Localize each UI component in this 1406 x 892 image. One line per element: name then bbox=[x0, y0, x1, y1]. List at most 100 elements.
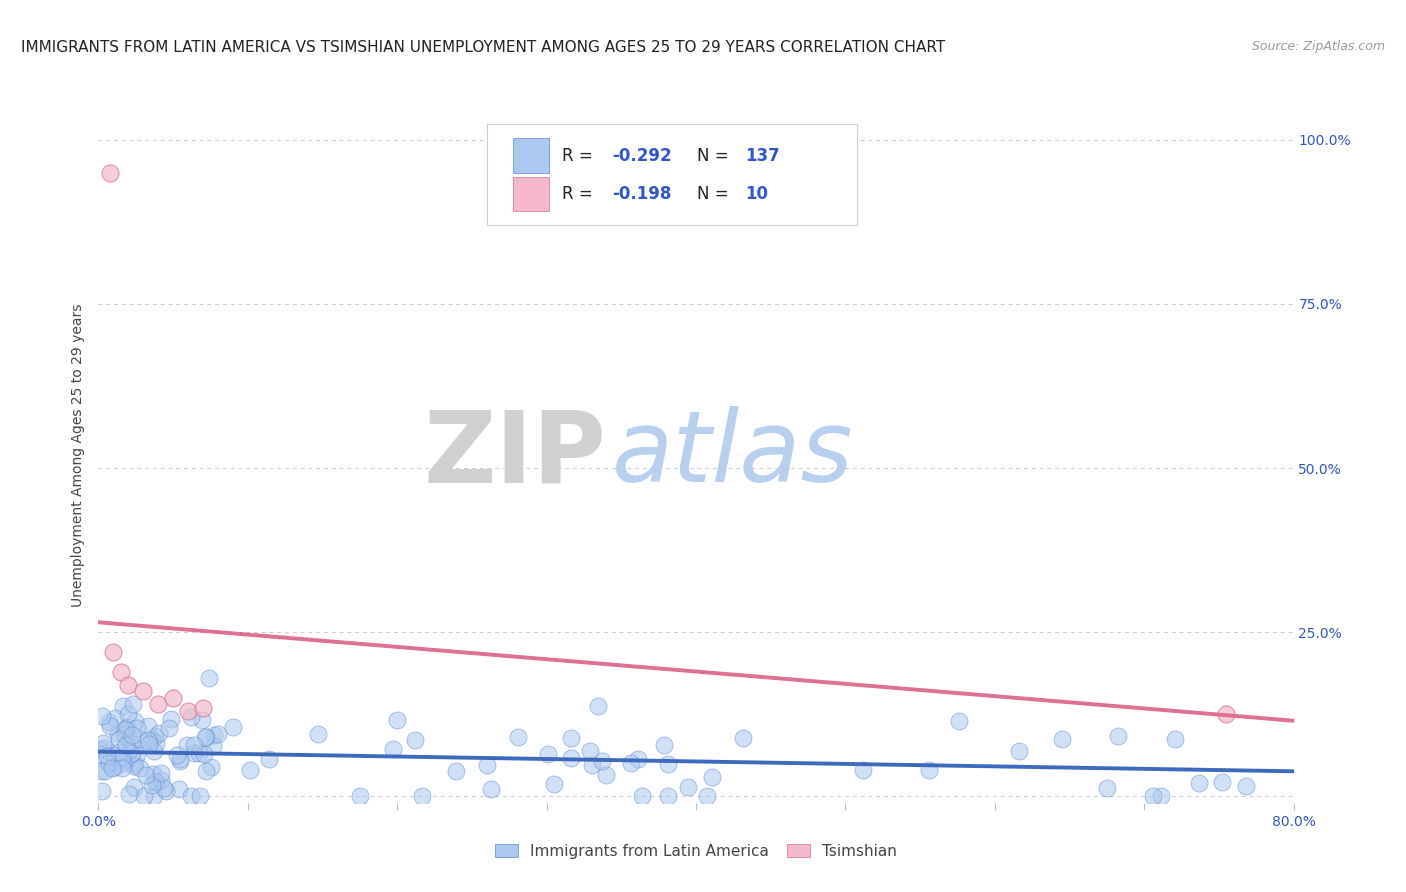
Point bbox=[543, 777, 565, 791]
Point bbox=[125, 747, 148, 761]
Point bbox=[1142, 789, 1164, 803]
Point bbox=[111, 756, 134, 771]
Point bbox=[94, 740, 117, 755]
Point bbox=[595, 768, 617, 782]
Point bbox=[581, 758, 603, 772]
Point bbox=[115, 739, 138, 753]
Point bbox=[183, 738, 205, 752]
Point bbox=[132, 789, 155, 803]
Point bbox=[142, 789, 165, 803]
Point bbox=[136, 719, 159, 733]
Point bbox=[98, 756, 121, 770]
Text: 10: 10 bbox=[745, 185, 768, 203]
Point bbox=[1187, 776, 1209, 790]
Point bbox=[122, 697, 145, 711]
Point bbox=[180, 789, 202, 803]
Point bbox=[114, 753, 136, 767]
Point bbox=[121, 733, 143, 747]
Point bbox=[104, 760, 127, 774]
Point bbox=[145, 736, 167, 750]
Point bbox=[118, 787, 141, 801]
FancyBboxPatch shape bbox=[513, 138, 548, 173]
FancyBboxPatch shape bbox=[513, 177, 548, 211]
Point bbox=[201, 739, 224, 753]
Point bbox=[167, 781, 190, 796]
Point bbox=[852, 763, 875, 777]
Point bbox=[124, 756, 146, 771]
Point bbox=[155, 783, 177, 797]
Text: N =: N = bbox=[697, 185, 734, 203]
Point bbox=[124, 714, 146, 729]
Point bbox=[128, 761, 150, 775]
Point bbox=[259, 752, 281, 766]
Point bbox=[207, 727, 229, 741]
Point bbox=[122, 780, 145, 795]
Point bbox=[200, 759, 222, 773]
Point bbox=[560, 750, 582, 764]
Point bbox=[404, 733, 426, 747]
Point bbox=[90, 764, 112, 778]
Text: atlas: atlas bbox=[613, 407, 853, 503]
Point bbox=[111, 749, 134, 764]
Point bbox=[1008, 744, 1031, 758]
Text: Source: ZipAtlas.com: Source: ZipAtlas.com bbox=[1251, 40, 1385, 54]
Point bbox=[149, 765, 172, 780]
Text: R =: R = bbox=[562, 147, 598, 165]
Point bbox=[506, 730, 529, 744]
Y-axis label: Unemployment Among Ages 25 to 29 years: Unemployment Among Ages 25 to 29 years bbox=[72, 303, 86, 607]
Point bbox=[1234, 779, 1257, 793]
Point bbox=[142, 766, 165, 780]
Point bbox=[1164, 732, 1187, 747]
Point bbox=[96, 748, 118, 763]
Point bbox=[188, 746, 211, 760]
Point bbox=[176, 738, 198, 752]
Point bbox=[124, 759, 146, 773]
Point bbox=[222, 720, 245, 734]
Point bbox=[136, 733, 159, 747]
Point bbox=[381, 742, 404, 756]
Point bbox=[118, 734, 141, 748]
Point bbox=[103, 750, 125, 764]
Point bbox=[90, 709, 112, 723]
Point bbox=[97, 714, 120, 729]
Point bbox=[94, 764, 117, 778]
Point bbox=[138, 738, 160, 752]
Text: N =: N = bbox=[697, 147, 734, 165]
Point bbox=[696, 789, 718, 803]
Point bbox=[183, 746, 205, 760]
Point bbox=[115, 719, 138, 733]
Point bbox=[578, 744, 600, 758]
Point bbox=[586, 698, 609, 713]
Point bbox=[411, 789, 433, 803]
Point bbox=[135, 768, 157, 782]
Point bbox=[652, 738, 675, 752]
Point bbox=[700, 770, 723, 784]
Text: 137: 137 bbox=[745, 147, 780, 165]
Point bbox=[194, 730, 217, 744]
Point bbox=[188, 789, 211, 803]
Point bbox=[630, 789, 652, 803]
Point bbox=[103, 645, 125, 659]
Point bbox=[145, 775, 167, 789]
Point bbox=[114, 722, 136, 736]
Point bbox=[1215, 707, 1237, 722]
Point bbox=[108, 751, 131, 765]
Point bbox=[193, 747, 215, 761]
Point bbox=[108, 731, 131, 746]
Point bbox=[148, 725, 170, 739]
Point bbox=[160, 712, 183, 726]
Point bbox=[592, 754, 614, 768]
Point bbox=[198, 671, 221, 685]
Text: -0.292: -0.292 bbox=[613, 147, 672, 165]
Point bbox=[108, 749, 131, 764]
Point bbox=[107, 725, 129, 739]
Point bbox=[149, 772, 172, 787]
Point bbox=[1052, 731, 1074, 746]
Point bbox=[733, 731, 755, 746]
Point bbox=[560, 731, 582, 745]
Point bbox=[141, 778, 163, 792]
Point bbox=[195, 764, 218, 778]
Point bbox=[103, 748, 125, 763]
Point bbox=[627, 752, 650, 766]
Point bbox=[112, 727, 135, 741]
